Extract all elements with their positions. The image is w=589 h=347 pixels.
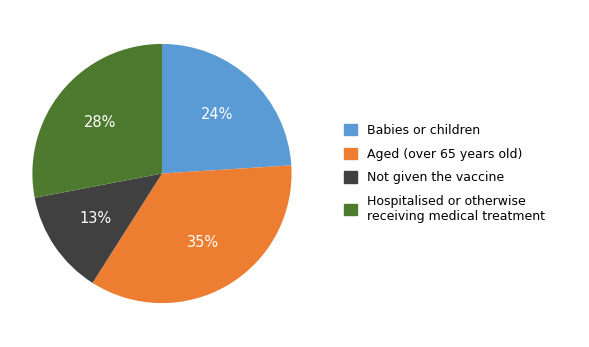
Wedge shape [162,44,292,174]
Text: 13%: 13% [80,211,111,226]
Text: 28%: 28% [84,115,116,130]
Text: 35%: 35% [187,235,219,250]
Legend: Babies or children, Aged (over 65 years old), Not given the vaccine, Hospitalise: Babies or children, Aged (over 65 years … [338,118,551,229]
Text: 24%: 24% [201,108,233,122]
Wedge shape [92,166,292,303]
Wedge shape [32,44,162,198]
Wedge shape [35,174,162,283]
